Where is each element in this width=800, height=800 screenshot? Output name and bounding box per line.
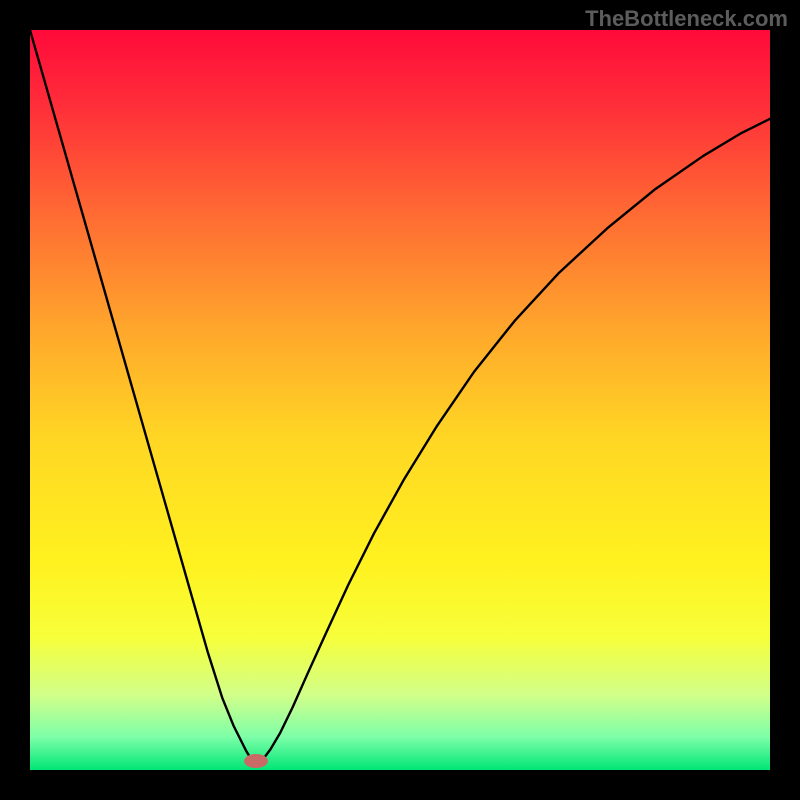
chart-container: TheBottleneck.com bbox=[0, 0, 800, 800]
bottleneck-curve bbox=[30, 30, 770, 763]
watermark-text: TheBottleneck.com bbox=[585, 6, 788, 32]
plot-area bbox=[30, 30, 770, 770]
minimum-marker bbox=[244, 754, 268, 768]
curve-svg bbox=[30, 30, 770, 770]
